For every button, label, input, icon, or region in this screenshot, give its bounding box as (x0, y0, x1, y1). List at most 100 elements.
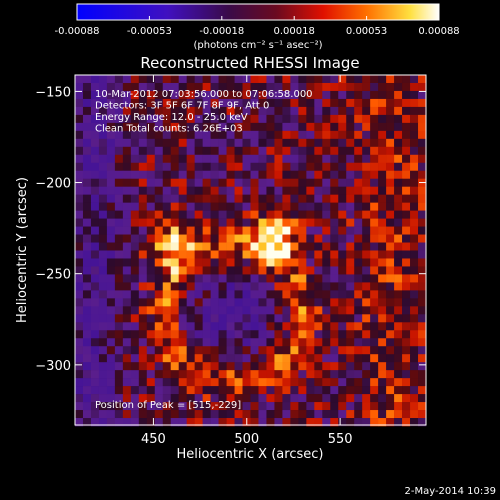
heatmap-cell (114, 298, 124, 307)
heatmap-cell (378, 82, 387, 92)
heatmap-cell (338, 394, 347, 403)
heatmap-cell (314, 418, 323, 427)
heatmap-cell (226, 234, 235, 243)
heatmap-cell (290, 162, 299, 172)
heatmap-cell (290, 354, 299, 363)
heatmap-cell (154, 98, 164, 108)
heatmap-cell (258, 258, 267, 267)
heatmap-cell (250, 322, 259, 331)
heatmap-cell (146, 386, 156, 395)
heatmap-cell (322, 194, 331, 203)
heatmap-cell (98, 250, 108, 259)
timestamp: 2-May-2014 10:39 (404, 486, 496, 497)
heatmap-cell (218, 186, 227, 195)
heatmap-cell (178, 402, 187, 411)
heatmap-cell (75, 346, 84, 355)
heatmap-cell (418, 330, 427, 339)
heatmap-cell (146, 82, 156, 92)
heatmap-cell (242, 234, 251, 243)
heatmap-cell (330, 178, 339, 187)
heatmap-cell (146, 162, 156, 172)
heatmap-cell (354, 346, 363, 355)
heatmap-cell (362, 386, 371, 395)
heatmap-cell (258, 370, 267, 379)
heatmap-cell (346, 394, 355, 403)
heatmap-cell (242, 330, 251, 339)
heatmap-cell (402, 274, 411, 283)
heatmap-cell (242, 250, 251, 259)
heatmap-cell (122, 410, 132, 419)
heatmap-cell (274, 226, 283, 235)
heatmap-cell (210, 154, 219, 164)
heatmap-cell (330, 346, 339, 355)
heatmap-cell (402, 370, 411, 379)
heatmap-cell (330, 258, 339, 267)
heatmap-cell (98, 202, 108, 211)
heatmap-cell (290, 90, 299, 100)
heatmap-cell (75, 290, 84, 299)
heatmap-cell (98, 146, 108, 156)
heatmap-cell (386, 322, 395, 331)
heatmap-cell (274, 282, 283, 291)
heatmap-cell (82, 170, 92, 180)
heatmap-cell (290, 386, 299, 395)
heatmap-cell (98, 98, 108, 108)
heatmap-cell (330, 242, 339, 251)
heatmap-cell (386, 402, 395, 411)
peak-position-label: Position of Peak = [515,-229] (95, 400, 241, 411)
heatmap-cell (394, 338, 403, 347)
heatmap-cell (75, 122, 84, 132)
heatmap-cell (250, 146, 259, 156)
heatmap-cell (298, 218, 307, 227)
heatmap-cell (194, 98, 203, 108)
heatmap-cell (418, 194, 427, 203)
heatmap-cell (330, 322, 339, 331)
heatmap-cell (322, 378, 331, 387)
heatmap-cell (75, 354, 84, 363)
heatmap-cell (410, 346, 419, 355)
heatmap-cell (282, 218, 291, 227)
heatmap-cell (410, 338, 419, 347)
heatmap-cell (282, 130, 291, 140)
heatmap-cell (146, 234, 156, 243)
heatmap-cell (282, 75, 291, 84)
heatmap-cell (298, 130, 307, 140)
heatmap-cell (162, 210, 172, 219)
heatmap-cell (122, 162, 132, 172)
heatmap-cell (362, 226, 371, 235)
heatmap-cell (138, 258, 148, 267)
heatmap-cell (306, 386, 315, 395)
heatmap-cell (218, 290, 227, 299)
heatmap-cell (138, 338, 148, 347)
heatmap-cell (218, 386, 227, 395)
heatmap-cell (258, 298, 267, 307)
heatmap-cell (194, 178, 203, 187)
heatmap-cell (394, 330, 403, 339)
heatmap-cell (82, 370, 92, 379)
heatmap-cell (274, 378, 283, 387)
heatmap-cell (218, 194, 227, 203)
heatmap-cell (298, 346, 307, 355)
heatmap-cell (338, 138, 347, 148)
heatmap-cell (354, 410, 363, 419)
heatmap-cell (130, 282, 140, 291)
heatmap-cell (338, 202, 347, 211)
heatmap-cell (194, 362, 203, 371)
heatmap-cell (378, 114, 387, 124)
heatmap-cell (410, 138, 419, 148)
heatmap-cell (282, 154, 291, 164)
heatmap-cell (162, 202, 172, 211)
heatmap-cell (266, 362, 275, 371)
heatmap-cell (322, 402, 331, 411)
heatmap-cell (106, 306, 116, 315)
heatmap-cell (210, 306, 219, 315)
heatmap-cell (378, 402, 387, 411)
heatmap-cell (306, 362, 315, 371)
heatmap-cell (274, 418, 283, 427)
heatmap-cell (410, 274, 419, 283)
heatmap-cell (346, 290, 355, 299)
heatmap-cell (410, 146, 419, 156)
heatmap-cell (98, 106, 108, 116)
heatmap-cell (114, 114, 124, 124)
heatmap-cell (194, 266, 203, 275)
